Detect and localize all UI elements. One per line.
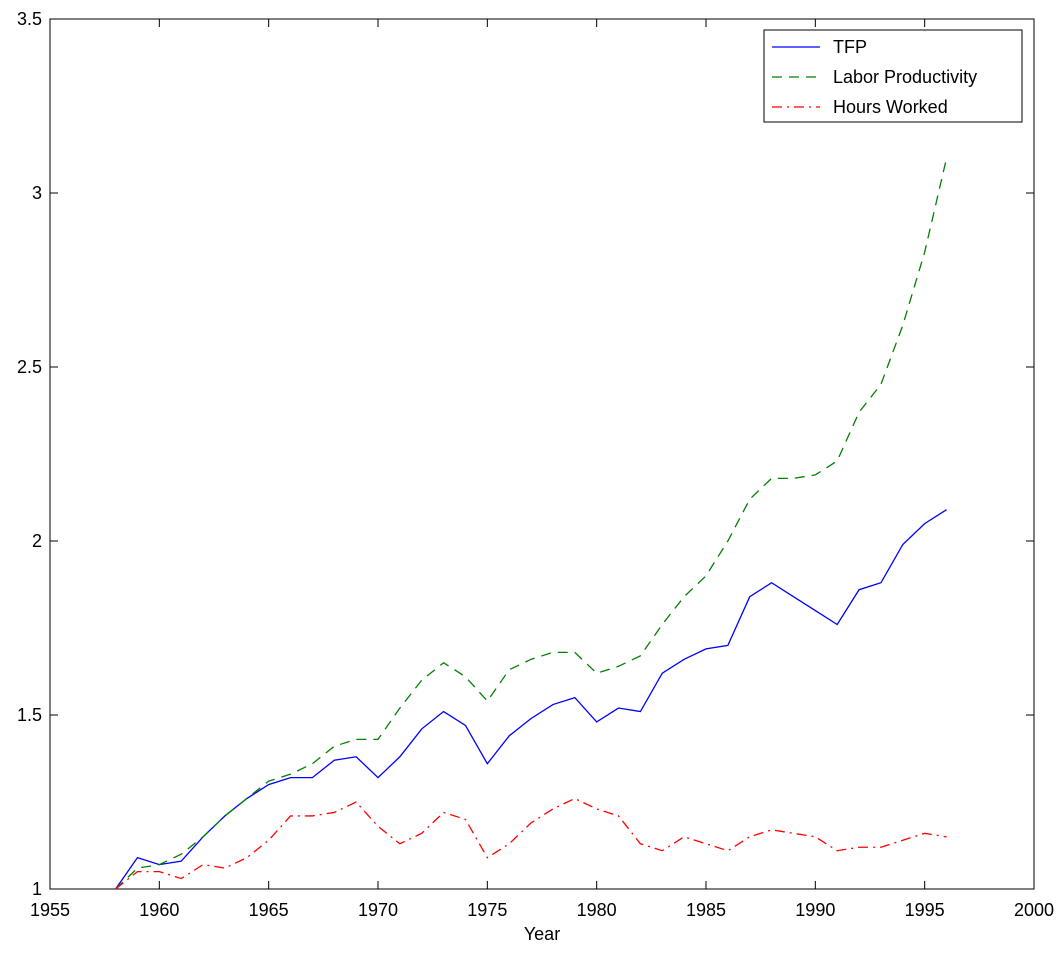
x-tick-label: 1980 [577, 900, 617, 920]
x-tick-label: 1985 [686, 900, 726, 920]
legend-label: Hours Worked [833, 97, 948, 117]
x-tick-label: 2000 [1014, 900, 1054, 920]
plot-frame [49, 18, 1035, 890]
series-line [115, 797, 947, 890]
y-tick-label: 3 [32, 183, 42, 203]
x-tick-label: 1975 [467, 900, 507, 920]
y-tick-label: 2.5 [17, 357, 42, 377]
x-tick-label: 1990 [795, 900, 835, 920]
legend-box [763, 29, 1023, 123]
x-tick-label: 1960 [139, 900, 179, 920]
y-tick-label: 1 [32, 879, 42, 899]
x-tick-label: 1965 [249, 900, 289, 920]
y-tick-label: 3.5 [17, 9, 42, 29]
x-tick-label: 1955 [30, 900, 70, 920]
series-line [115, 509, 947, 890]
x-tick-label: 1995 [905, 900, 945, 920]
y-tick-label: 1.5 [17, 705, 42, 725]
legend-label: Labor Productivity [833, 67, 977, 87]
x-tick-label: 1970 [358, 900, 398, 920]
x-axis-label: Year [524, 924, 560, 944]
series-line [115, 158, 948, 890]
legend-label: TFP [833, 37, 867, 57]
y-tick-label: 2 [32, 531, 42, 551]
